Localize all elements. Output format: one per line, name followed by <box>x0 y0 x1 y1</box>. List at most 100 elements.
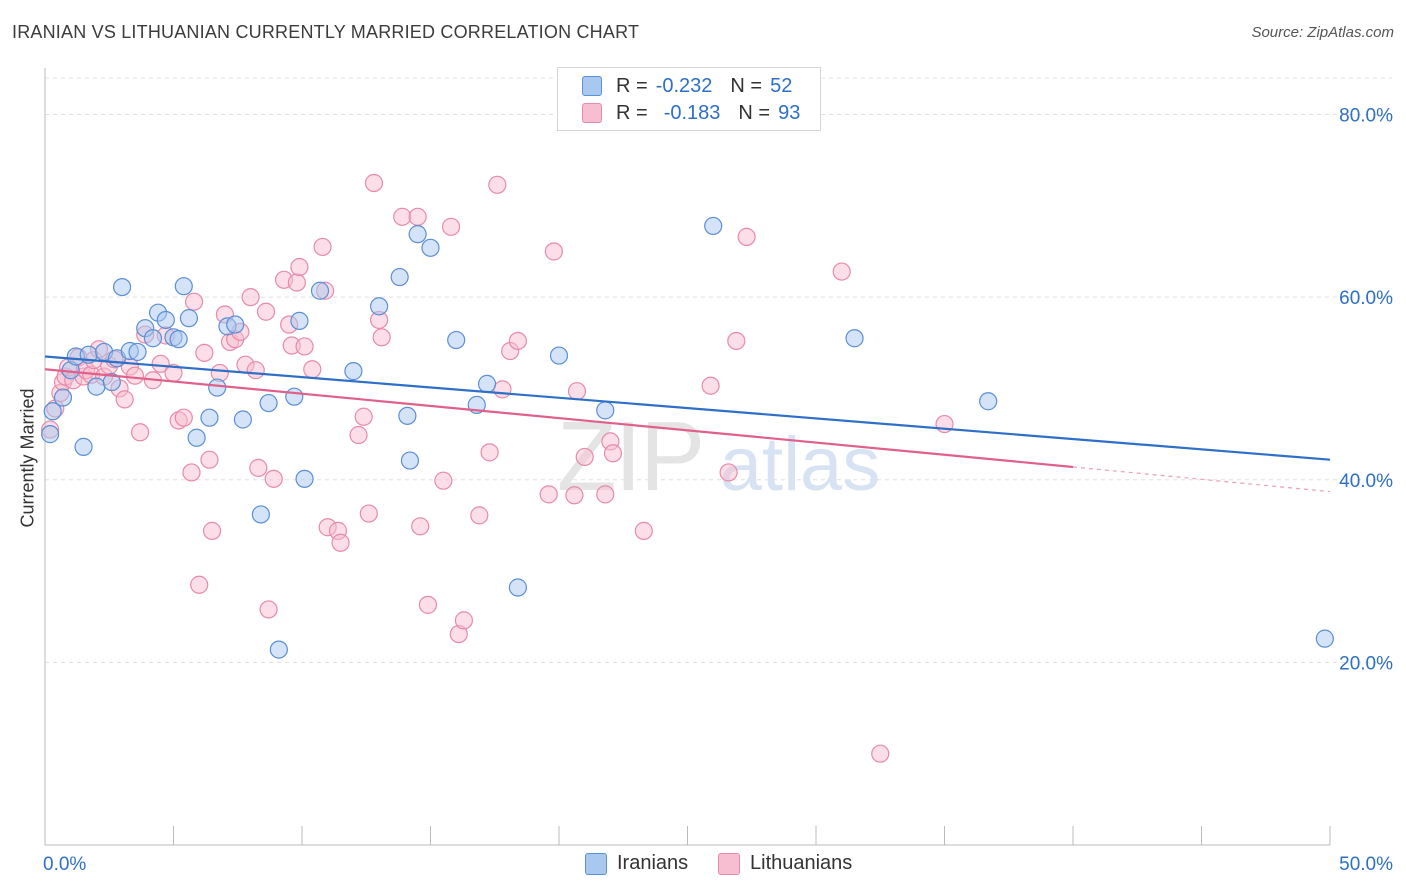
iranians-point <box>295 469 314 488</box>
iranians-point <box>41 425 60 444</box>
legend-row-lithuanians: R = -0.183 N = 93 <box>582 100 818 126</box>
n-label: N = <box>738 101 771 124</box>
x-tick-labels: 0.0% 50.0% <box>43 854 1393 875</box>
lithuanians-point <box>719 463 738 482</box>
chart-source: Source: ZipAtlas.com <box>1251 24 1394 41</box>
iranians-point <box>477 374 497 393</box>
x-tick-label: 0.0% <box>43 854 86 875</box>
iranians-point <box>979 392 998 411</box>
lithuanians-trend-line <box>44 368 1074 469</box>
lithuanians-point <box>259 600 278 619</box>
lithuanians-point <box>544 242 563 261</box>
lithuanians-point <box>313 237 332 257</box>
legend-item-iranians[interactable]: Iranians <box>585 852 688 875</box>
lithuanians-point <box>182 463 201 482</box>
y-tick-label: 80.0% <box>1339 106 1393 127</box>
lithuanians-point <box>184 292 204 311</box>
lithuanians-point <box>125 366 145 385</box>
iranians-point <box>179 309 199 328</box>
lithuanians-point <box>832 262 851 281</box>
lithuanians-trend-extension <box>1072 466 1331 493</box>
lithuanians-point <box>354 407 373 426</box>
lithuanians-point <box>359 504 378 523</box>
lithuanians-point <box>200 450 219 469</box>
iranians-point <box>390 267 409 287</box>
lithuanians-point <box>727 331 746 351</box>
iranians-point <box>285 387 304 406</box>
iranians-point <box>169 330 188 349</box>
lithuanians-point <box>331 533 350 552</box>
lithuanians-point <box>596 485 615 504</box>
lithuanians-swatch <box>582 103 602 123</box>
lithuanians-point <box>493 380 512 399</box>
iranians-point <box>208 378 227 397</box>
axes <box>44 68 1331 846</box>
r-label: R = <box>616 101 648 124</box>
iranians-point <box>447 330 466 350</box>
lithuanians-point <box>246 361 265 380</box>
iranians-point <box>43 402 62 421</box>
lithuanians-point <box>565 486 584 505</box>
lithuanians-point <box>349 425 368 445</box>
lithuanians-point <box>195 343 214 362</box>
iranians-point <box>408 225 427 244</box>
lithuanians-point <box>480 443 499 462</box>
lithuanians-point <box>249 458 268 477</box>
lithuanians-point <box>264 469 283 488</box>
lithuanians-point <box>441 217 461 236</box>
iranians-point <box>87 377 106 396</box>
r-value: -0.232 <box>655 74 713 97</box>
iranians-point <box>370 297 389 316</box>
r-value: -0.183 <box>663 101 721 124</box>
lithuanians-point <box>130 423 150 442</box>
iranians-point <box>74 437 93 456</box>
correlation-legend: R = -0.232 N = 52 R = -0.183 N = 93 <box>557 67 821 131</box>
lithuanians-point <box>174 408 193 427</box>
n-label: N = <box>730 74 763 97</box>
iranians-point <box>53 388 73 407</box>
iranians-point <box>596 401 615 420</box>
iranians-point <box>845 329 864 348</box>
lithuanians-label: Lithuanians <box>750 852 853 874</box>
y-tick-label: 40.0% <box>1339 471 1393 492</box>
iranians-point <box>187 428 206 447</box>
iranians-point <box>398 406 417 425</box>
lithuanians-point <box>418 595 438 614</box>
lithuanians-swatch <box>718 852 740 875</box>
iranians-point <box>310 281 330 300</box>
lithuanians-point <box>539 485 558 504</box>
iranians-point <box>233 410 252 429</box>
lithuanians-point <box>508 331 527 351</box>
lithuanians-point <box>454 611 474 630</box>
iranians-point <box>174 277 193 296</box>
iranians-point <box>226 315 245 334</box>
iranians-point <box>290 311 309 330</box>
lithuanians-point <box>701 376 720 395</box>
y-tick-label: 60.0% <box>1339 288 1393 309</box>
iranians-point <box>102 372 121 392</box>
lithuanians-point <box>190 575 209 594</box>
lithuanians-point <box>372 328 391 347</box>
lithuanians-point <box>295 337 314 356</box>
lithuanians-point <box>202 521 222 540</box>
iranians-point <box>508 578 527 597</box>
lithuanians-point <box>241 288 260 307</box>
y-tick-labels: 20.0% 40.0% 60.0% 80.0% <box>1339 106 1393 675</box>
iranians-point <box>112 277 132 297</box>
lithuanians-point <box>411 517 430 536</box>
legend-item-lithuanians[interactable]: Lithuanians <box>718 852 852 875</box>
lithuanians-point <box>290 257 309 277</box>
lithuanians-point <box>151 354 170 373</box>
trend-lines <box>44 355 1331 493</box>
iranians-point <box>344 362 363 381</box>
iranians-point <box>156 310 175 330</box>
iranians-point <box>143 329 163 348</box>
iranians-points <box>41 216 1334 659</box>
lithuanians-point <box>287 273 306 292</box>
iranians-swatch <box>585 852 607 875</box>
lithuanians-point <box>408 207 427 226</box>
y-tick-label: 20.0% <box>1339 653 1393 674</box>
iranians-point <box>259 393 278 413</box>
lithuanians-point <box>434 471 453 490</box>
chart-title: IRANIAN VS LITHUANIAN CURRENTLY MARRIED … <box>12 22 640 42</box>
